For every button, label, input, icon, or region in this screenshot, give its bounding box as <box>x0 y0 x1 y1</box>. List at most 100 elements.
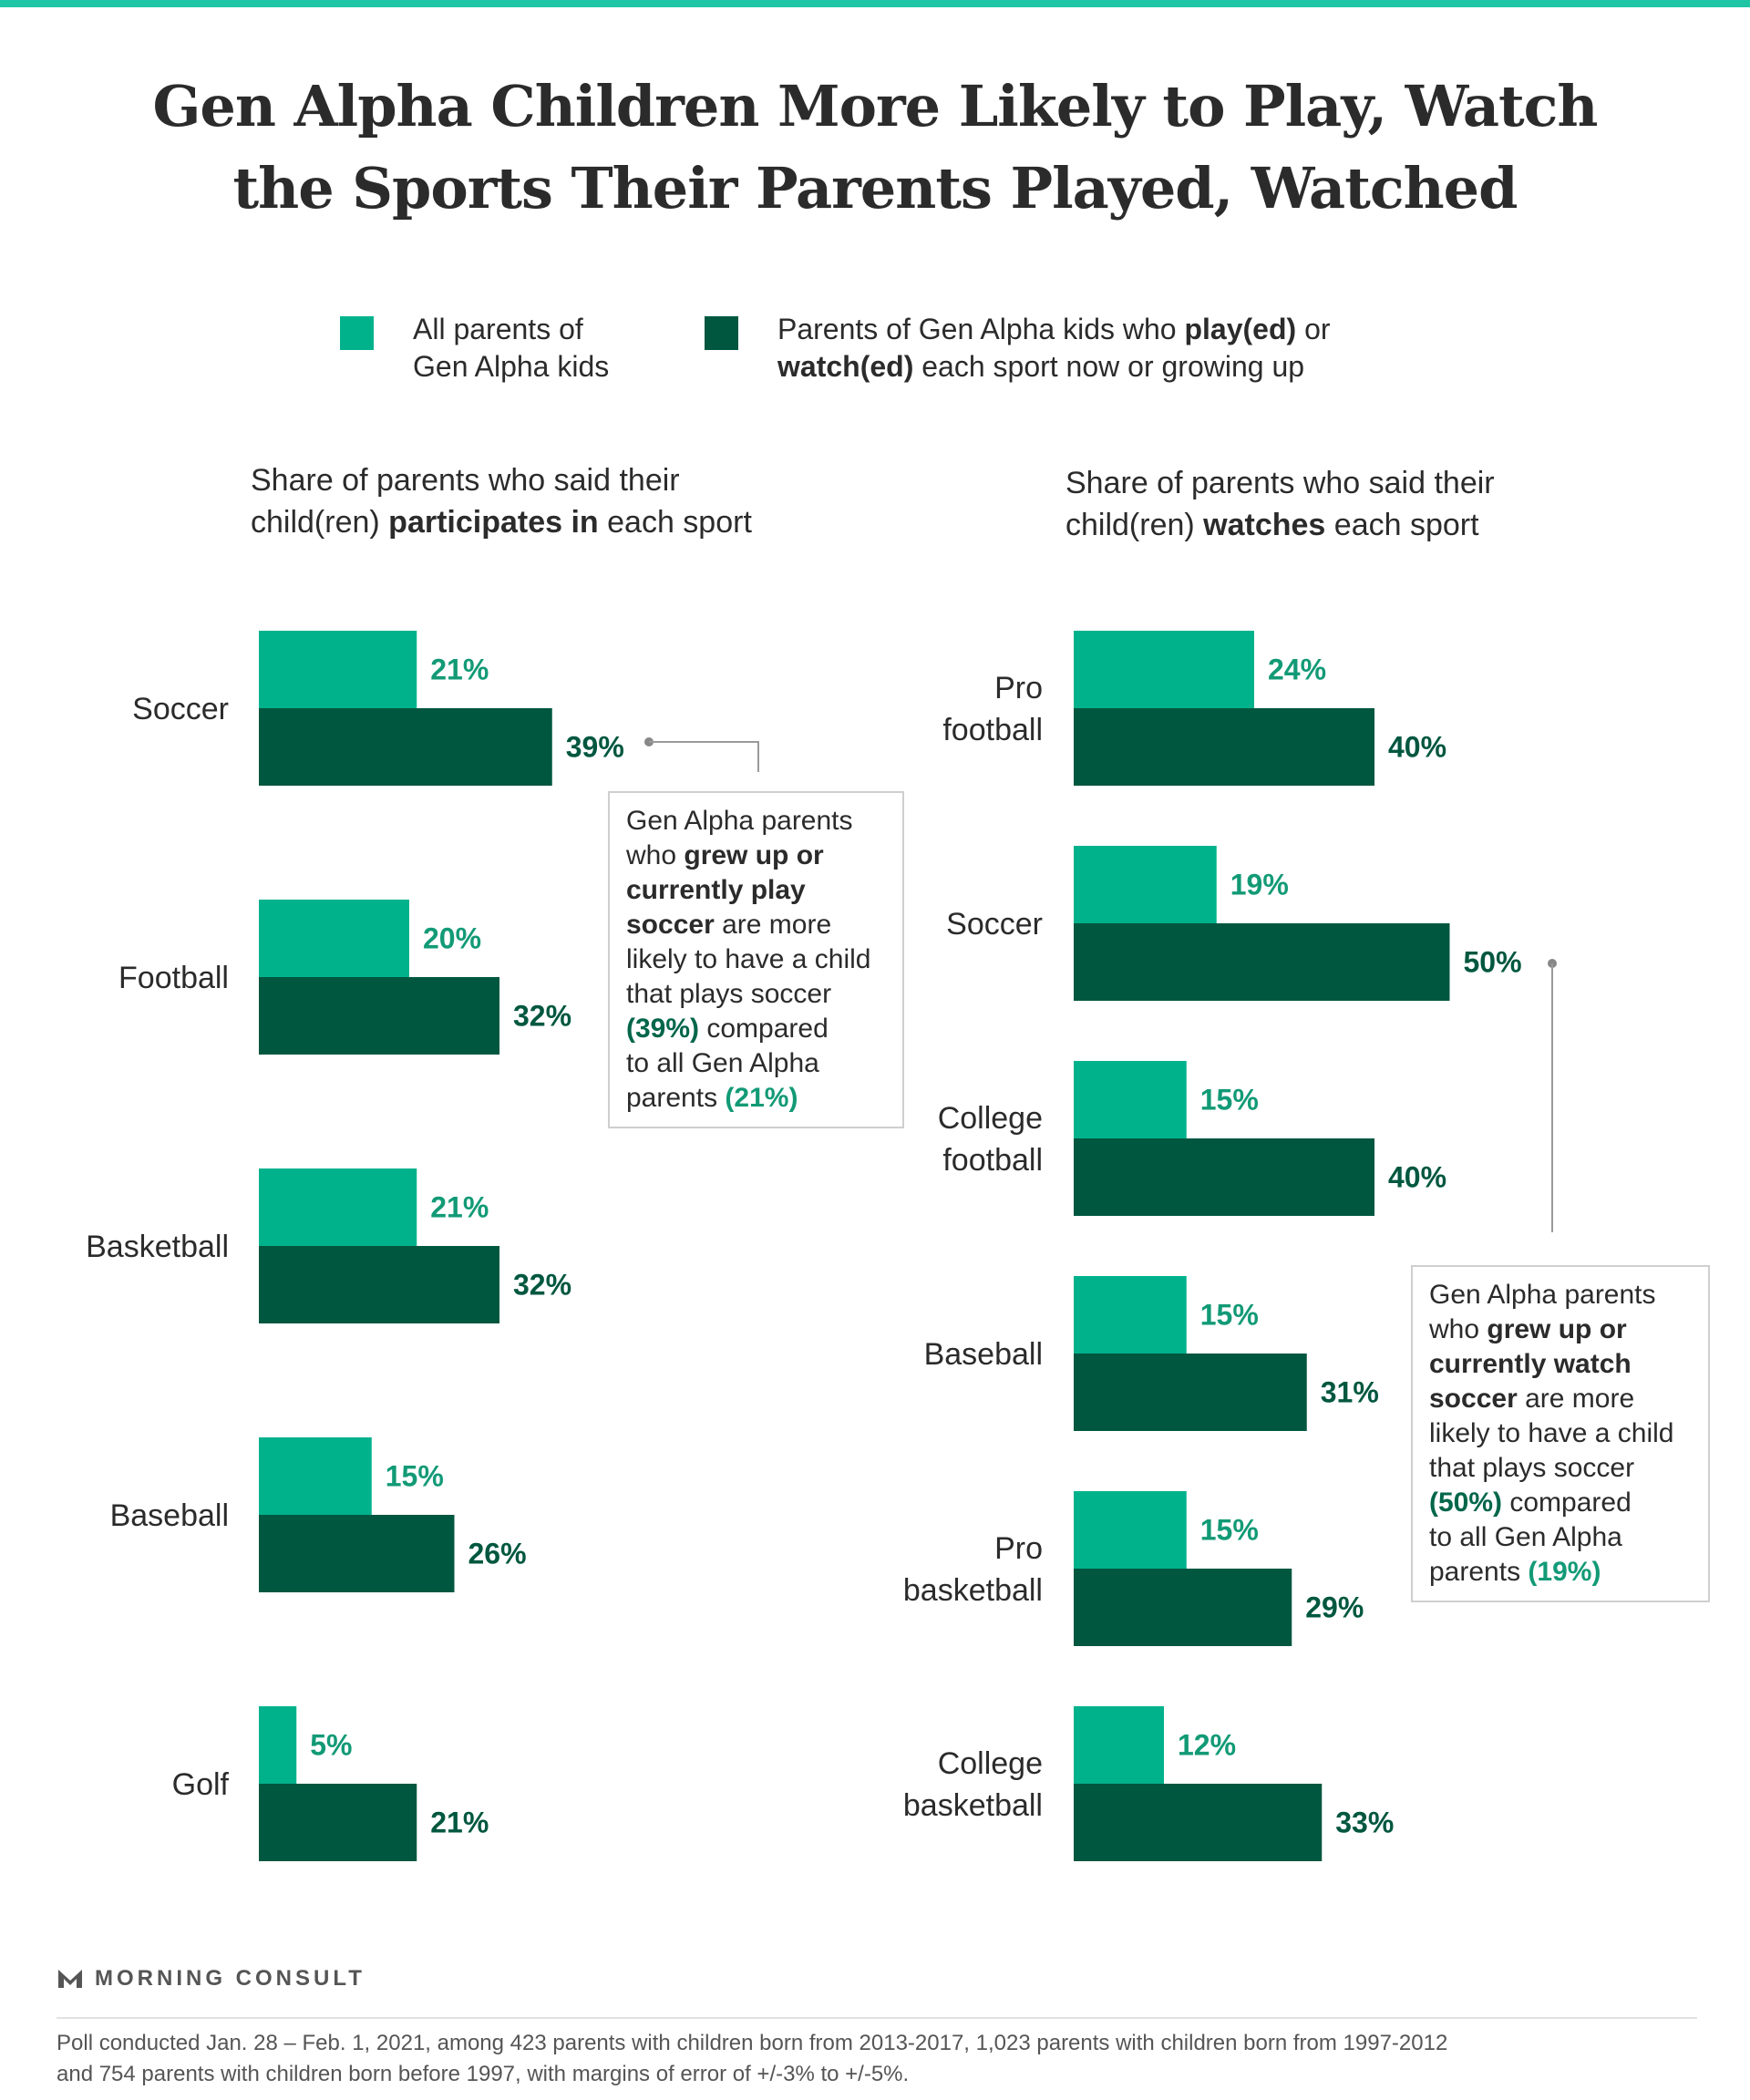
left-category-label-3: Baseball <box>110 1498 229 1533</box>
right-category-label-4: Pro basketball <box>903 1531 1043 1608</box>
right-value-label-subset-3: 31% <box>1321 1376 1379 1409</box>
right-category-label-1: Soccer <box>946 907 1043 942</box>
right-category-label-0-line-0: Pro <box>994 671 1043 705</box>
right-category-label-5-line-1: basketball <box>903 1788 1043 1823</box>
left-category-label-2-line-0: Basketball <box>86 1230 229 1264</box>
legend-subset-prefix: Parents of Gen Alpha kids who <box>777 313 1185 345</box>
right-value-label-subset-5: 33% <box>1335 1807 1394 1839</box>
right-callout-l6: that plays soccer <box>1429 1453 1635 1483</box>
right-callout-l7a: (50%) <box>1429 1488 1503 1518</box>
brand-name: MORNING CONSULT <box>95 1966 365 1991</box>
left-subtitle-pre: child(ren) <box>251 505 389 540</box>
right-category-label-3-line-0: Baseball <box>924 1337 1043 1372</box>
right-category-label-1-line-0: Soccer <box>946 907 1043 942</box>
left-callout-l5: likely to have a child <box>626 944 871 974</box>
left-callout-l8: to all Gen Alpha <box>626 1048 819 1078</box>
left-subtitle-bold: participates in <box>388 505 599 540</box>
right-category-label-2-line-0: College <box>938 1101 1043 1136</box>
left-callout-l4b: are more <box>714 910 832 940</box>
legend-all-line1: All parents of <box>413 313 583 345</box>
legend-swatch-subset <box>705 316 738 350</box>
left-callout-l3: currently play <box>626 875 806 905</box>
left-bar-all-3 <box>259 1437 372 1515</box>
left-bar-all-1 <box>259 900 409 977</box>
title-line-2: the Sports Their Parents Played, Watched <box>232 155 1518 221</box>
right-value-label-all-5: 12% <box>1178 1729 1236 1762</box>
right-value-label-all-3: 15% <box>1200 1299 1259 1332</box>
right-category-label-2: College football <box>938 1101 1043 1178</box>
right-callout-l3: currently watch <box>1429 1349 1632 1379</box>
left-value-label-subset-1: 32% <box>513 1000 571 1033</box>
chart-title: Gen Alpha Children More Likely to Play, … <box>0 66 1750 230</box>
right-category-label-0: Pro football <box>942 671 1043 747</box>
right-callout-l4b: are more <box>1517 1384 1635 1414</box>
right-callout-l5: likely to have a child <box>1429 1418 1674 1448</box>
right-value-label-all-0: 24% <box>1268 654 1326 686</box>
right-value-label-subset-0: 40% <box>1388 731 1446 764</box>
left-bar-subset-2 <box>259 1246 499 1323</box>
left-category-label-3-line-0: Baseball <box>110 1498 229 1533</box>
right-bar-all-4 <box>1074 1491 1187 1569</box>
right-category-label-5-line-0: College <box>938 1746 1043 1781</box>
right-category-label-0-line-1: football <box>942 713 1043 747</box>
left-value-label-all-4: 5% <box>310 1729 352 1762</box>
left-subtitle-line1: Share of parents who said their <box>251 463 680 498</box>
right-value-label-all-4: 15% <box>1200 1514 1259 1547</box>
right-callout-l9a: parents <box>1429 1557 1529 1587</box>
left-value-label-subset-0: 39% <box>566 731 624 764</box>
right-panel-subtitle: Share of parents who said their child(re… <box>1065 462 1495 546</box>
left-callout-l6: that plays soccer <box>626 979 832 1009</box>
right-bar-subset-2 <box>1074 1138 1374 1216</box>
left-bar-subset-1 <box>259 977 499 1055</box>
left-category-label-4: Golf <box>172 1767 230 1802</box>
right-callout-l4a: soccer <box>1429 1384 1518 1414</box>
right-bar-subset-1 <box>1074 923 1450 1001</box>
right-bar-subset-3 <box>1074 1354 1307 1431</box>
right-subtitle-post: each sport <box>1325 508 1479 542</box>
right-category-label-5: College basketball <box>903 1746 1043 1823</box>
legend-label-all-parents: All parents of Gen Alpha kids <box>413 311 609 386</box>
right-callout-box: Gen Alpha parents who grew up or current… <box>1411 1265 1710 1602</box>
left-bar-all-4 <box>259 1706 297 1784</box>
left-category-label-0: Soccer <box>132 692 229 726</box>
top-accent-bar <box>0 0 1750 7</box>
right-bar-all-1 <box>1074 846 1217 923</box>
right-subtitle-line1: Share of parents who said their <box>1065 466 1495 500</box>
right-bar-all-5 <box>1074 1706 1164 1784</box>
right-callout-l9b: (19%) <box>1528 1557 1601 1587</box>
legend-subset-mid: or <box>1296 313 1331 345</box>
right-value-label-subset-1: 50% <box>1464 946 1522 979</box>
left-callout-l4a: soccer <box>626 910 715 940</box>
footnote: Poll conducted Jan. 28 – Feb. 1, 2021, a… <box>57 2028 1697 2090</box>
right-bar-all-0 <box>1074 631 1254 708</box>
right-category-label-2-line-1: football <box>942 1143 1043 1178</box>
right-bar-subset-4 <box>1074 1569 1292 1646</box>
left-bar-subset-0 <box>259 708 552 786</box>
left-value-label-all-3: 15% <box>386 1460 444 1493</box>
left-callout-l9b: (21%) <box>725 1083 798 1113</box>
footnote-line1: Poll conducted Jan. 28 – Feb. 1, 2021, a… <box>57 2031 1448 2055</box>
right-callout-l8: to all Gen Alpha <box>1429 1522 1622 1552</box>
legend-all-line2: Gen Alpha kids <box>413 350 610 383</box>
left-callout-l2a: who <box>626 840 685 870</box>
left-value-label-subset-2: 32% <box>513 1269 571 1302</box>
right-category-label-4-line-1: basketball <box>903 1573 1043 1608</box>
legend-label-subset: Parents of Gen Alpha kids who play(ed) o… <box>777 311 1331 386</box>
left-bar-all-2 <box>259 1168 417 1246</box>
right-bar-subset-5 <box>1074 1784 1323 1861</box>
left-category-label-1-line-0: Football <box>118 961 229 995</box>
right-value-label-subset-2: 40% <box>1388 1161 1446 1194</box>
legend-subset-bold1: play(ed) <box>1184 313 1297 345</box>
right-bar-all-3 <box>1074 1276 1187 1354</box>
right-value-label-all-1: 19% <box>1230 869 1289 901</box>
brand-m-icon <box>58 1970 82 1988</box>
right-callout-l1: Gen Alpha parents <box>1429 1280 1656 1310</box>
left-value-label-all-1: 20% <box>423 922 481 955</box>
right-subtitle-pre: child(ren) <box>1065 508 1204 542</box>
right-category-label-3: Baseball <box>924 1337 1043 1372</box>
left-callout-l7b: compared <box>699 1014 829 1044</box>
left-panel-subtitle: Share of parents who said their child(re… <box>251 459 752 543</box>
right-subtitle-bold: watches <box>1203 508 1326 542</box>
right-bar-all-2 <box>1074 1061 1187 1138</box>
